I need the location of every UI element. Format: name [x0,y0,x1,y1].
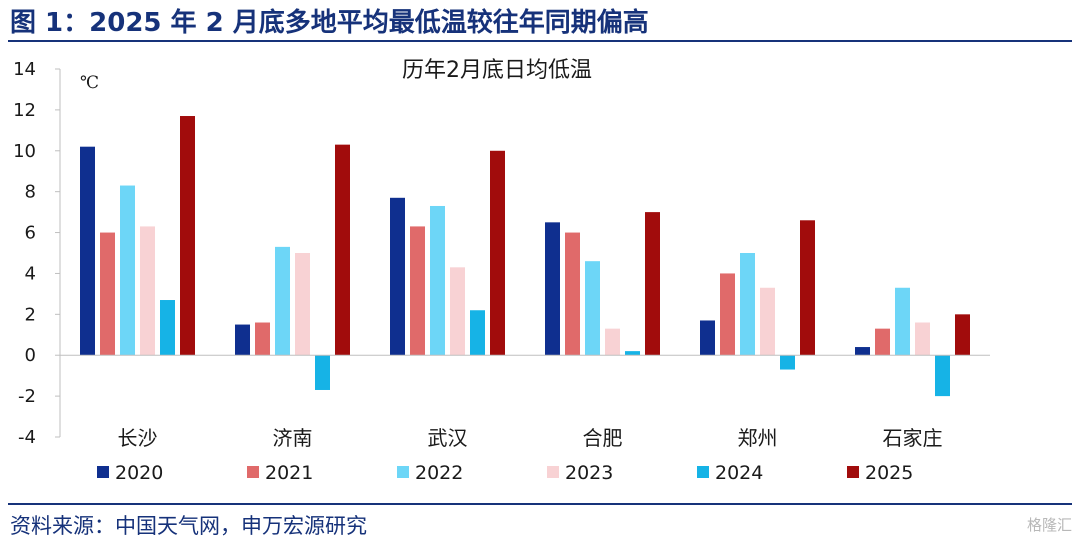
category-label: 长沙 [118,426,158,450]
bar-2022 [275,246,290,356]
unit-label: ℃ [80,73,99,93]
bar-2023 [605,328,620,356]
legend-label-2020: 2020 [115,462,163,484]
bar-2020 [235,324,250,356]
bar-2021 [565,232,580,356]
legend-swatch-2022 [397,466,409,478]
y-axis: -4 -2 0 2 4 6 8 10 12 14 [13,59,61,448]
bar-2024 [315,355,330,390]
watermark: 格隆汇 [1026,516,1072,534]
bar-2022 [120,185,135,356]
legend-label-2021: 2021 [265,462,313,484]
bar-2024 [625,351,640,356]
y-tick-label: 2 [25,304,36,325]
y-tick-label: 10 [13,141,36,162]
bar-2023 [915,322,930,356]
bar-2025 [335,144,350,356]
bar-2025 [490,150,505,356]
y-tick-label: -4 [18,427,36,448]
bar-2022 [740,253,755,356]
bar-2024 [780,355,795,370]
bar-2024 [935,355,950,397]
category-label: 济南 [273,426,313,450]
bar-2020 [545,222,560,356]
bar-2022 [430,205,445,356]
y-tick-label: 0 [25,345,36,366]
y-tick-label: 14 [13,59,36,80]
bar-2025 [955,314,970,356]
legend-swatch-2021 [247,466,259,478]
bar-2023 [450,267,465,356]
bar-2025 [645,212,660,356]
bar-2021 [720,273,735,356]
y-tick-label: 12 [13,100,36,121]
category-label: 合肥 [583,426,623,450]
legend: 2020 2021 2022 2023 2024 2025 [97,462,913,484]
y-tick-label: 8 [25,182,36,203]
y-tick-label: 6 [25,223,36,244]
bar-2023 [140,226,155,356]
legend-swatch-2023 [547,466,559,478]
bar-2021 [100,232,115,356]
bar-2022 [895,287,910,356]
bar-2020 [390,197,405,356]
bar-2025 [800,220,815,356]
legend-label-2023: 2023 [565,462,613,484]
legend-label-2022: 2022 [415,462,463,484]
bar-2024 [160,300,175,356]
bar-2023 [295,253,310,356]
bars [80,116,970,397]
bar-2020 [700,320,715,356]
footer-rule [8,503,1072,505]
bar-2020 [80,146,95,356]
category-label: 石家庄 [883,426,943,450]
category-label: 武汉 [428,426,468,450]
bar-chart: 历年2月底日均低温 ℃ -4 -2 0 2 4 6 8 10 12 14 长沙 济南 武汉 合肥 郑州 石家… [13,58,990,484]
bar-2020 [855,347,870,356]
y-tick-label: -2 [18,386,36,407]
bar-2023 [760,287,775,356]
y-tick-label: 4 [25,263,36,284]
legend-label-2025: 2025 [865,462,913,484]
figure-title: 图 1：2025 年 2 月底多地平均最低温较往年同期偏高 [10,8,649,38]
bar-2025 [180,116,195,356]
x-axis: 长沙 济南 武汉 合肥 郑州 石家庄 [60,354,990,450]
bar-2022 [585,261,600,356]
legend-swatch-2025 [847,466,859,478]
title-rule [8,40,1072,42]
category-label: 郑州 [738,426,778,450]
legend-label-2024: 2024 [715,462,763,484]
bar-2024 [470,310,485,356]
bar-2021 [875,328,890,356]
legend-swatch-2020 [97,466,109,478]
legend-swatch-2024 [697,466,709,478]
bar-2021 [255,322,270,356]
bar-2021 [410,226,425,356]
chart-title: 历年2月底日均低温 [402,58,592,83]
source-note: 资料来源：中国天气网，申万宏源研究 [10,514,367,538]
